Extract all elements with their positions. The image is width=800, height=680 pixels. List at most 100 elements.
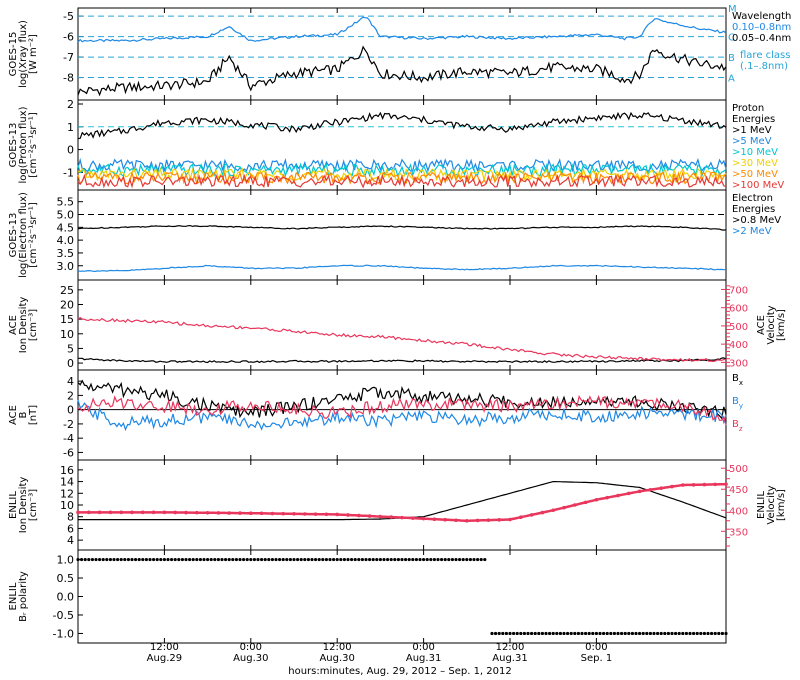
polarity-point <box>339 557 343 562</box>
polarity-point <box>328 557 332 562</box>
polarity-point <box>180 557 184 562</box>
polarity-point <box>414 557 418 562</box>
series-line <box>78 357 727 364</box>
series-point <box>216 511 221 515</box>
polarity-point <box>238 557 242 562</box>
polarity-point <box>472 557 476 562</box>
polarity-point <box>620 631 624 636</box>
polarity-point <box>443 557 447 562</box>
series-line <box>77 16 727 43</box>
polarity-point <box>551 631 555 636</box>
polarity-point <box>278 557 282 562</box>
polarity-point <box>310 557 314 562</box>
y-tick-label: 0.0 <box>57 591 75 604</box>
y-axis-label: ENLIL <box>8 582 19 610</box>
y-tick-label: -8 <box>63 72 74 85</box>
series-point <box>313 512 318 516</box>
x-tick-label: 12:00 <box>150 642 179 653</box>
y-tick-label: 15 <box>60 313 74 326</box>
polarity-point <box>674 631 678 636</box>
panel-enlil_polarity: 1.0 0.5 0.0 -0.5 -1.0 ENLIL Bᵣ polarity <box>8 549 728 644</box>
polarity-point <box>558 631 563 636</box>
series-point <box>227 511 231 515</box>
x-tick-label: 0:00 <box>240 642 262 653</box>
polarity-point <box>281 557 285 562</box>
polarity-point <box>490 631 494 636</box>
legend-entry: >100 MeV <box>732 180 784 191</box>
series-point <box>87 510 91 515</box>
polarity-point <box>285 557 289 562</box>
series-point <box>151 510 156 515</box>
y-axis-label: GOES-13 <box>8 123 19 168</box>
series-point <box>691 483 696 487</box>
series-line <box>77 224 727 231</box>
legend-entry: 0.05–0.4nm <box>732 33 791 44</box>
polarity-point <box>544 631 548 636</box>
right-axis-label: Velocity <box>766 485 777 524</box>
series-point <box>508 517 512 522</box>
y-axis-label: log(Xray flux) <box>18 20 29 88</box>
y-tick-label: 10 <box>60 328 74 341</box>
series-point <box>292 512 296 516</box>
series-point <box>238 511 242 515</box>
y-axis-label: [W m⁻²] <box>28 34 39 74</box>
flare-class-label: C <box>728 33 735 44</box>
series-point <box>443 517 448 522</box>
polarity-point <box>162 557 166 562</box>
y-axis-label: [cm⁻³] <box>28 489 39 521</box>
series-point <box>97 510 102 515</box>
legend-note: flare class <box>740 50 790 61</box>
polarity-point <box>321 557 325 562</box>
polarity-point <box>393 557 397 562</box>
polarity-point <box>656 631 660 636</box>
polarity-point <box>191 557 195 562</box>
polarity-point <box>360 557 364 562</box>
polarity-point <box>213 557 217 562</box>
polarity-point <box>173 557 177 562</box>
polarity-point <box>382 557 386 562</box>
panel-electron: 5.55.04.54.03.53.0 GOES-13 log(Electron fl… <box>8 189 781 281</box>
y-tick-label: 1 <box>67 121 74 134</box>
flare-class-label: A <box>728 74 735 85</box>
polarity-point <box>504 631 508 636</box>
polarity-point <box>332 557 336 562</box>
polarity-point <box>638 631 642 636</box>
series-point <box>583 500 588 505</box>
polarity-point <box>627 631 631 636</box>
polarity-point <box>630 631 635 636</box>
series-point <box>195 510 199 515</box>
series-line <box>77 316 727 363</box>
polarity-point <box>375 557 379 562</box>
polarity-point <box>220 557 224 562</box>
polarity-point <box>299 557 303 562</box>
polarity-point <box>458 557 462 562</box>
polarity-point <box>195 557 199 562</box>
series-point <box>616 493 620 498</box>
polarity-point <box>94 557 98 562</box>
polarity-point <box>335 557 339 562</box>
y-axis-label: ACE <box>8 405 19 425</box>
polarity-point <box>137 557 141 562</box>
polarity-point <box>263 557 267 562</box>
flare-class-label: M <box>728 4 737 15</box>
polarity-point <box>522 631 527 636</box>
polarity-point <box>184 557 188 562</box>
polarity-point <box>296 557 300 562</box>
right-tick-label: 600 <box>729 304 748 315</box>
series-point <box>173 510 177 515</box>
flare-class-label: B <box>728 53 735 64</box>
polarity-point <box>465 557 469 562</box>
polarity-point <box>436 557 440 562</box>
polarity-point <box>317 557 321 562</box>
polarity-point <box>476 557 480 562</box>
y-axis-label: ACE <box>8 315 19 335</box>
legend-entry: >1 MeV <box>732 125 772 136</box>
polarity-point <box>519 631 523 636</box>
series-point <box>162 510 167 515</box>
polarity-point <box>303 557 307 562</box>
series-point <box>497 518 502 522</box>
x-axis-title: hours:minutes, Aug. 29, 2012 – Sep. 1, 2… <box>288 666 511 677</box>
legend-entry: >10 MeV <box>732 147 778 158</box>
polarity-point <box>580 631 584 636</box>
